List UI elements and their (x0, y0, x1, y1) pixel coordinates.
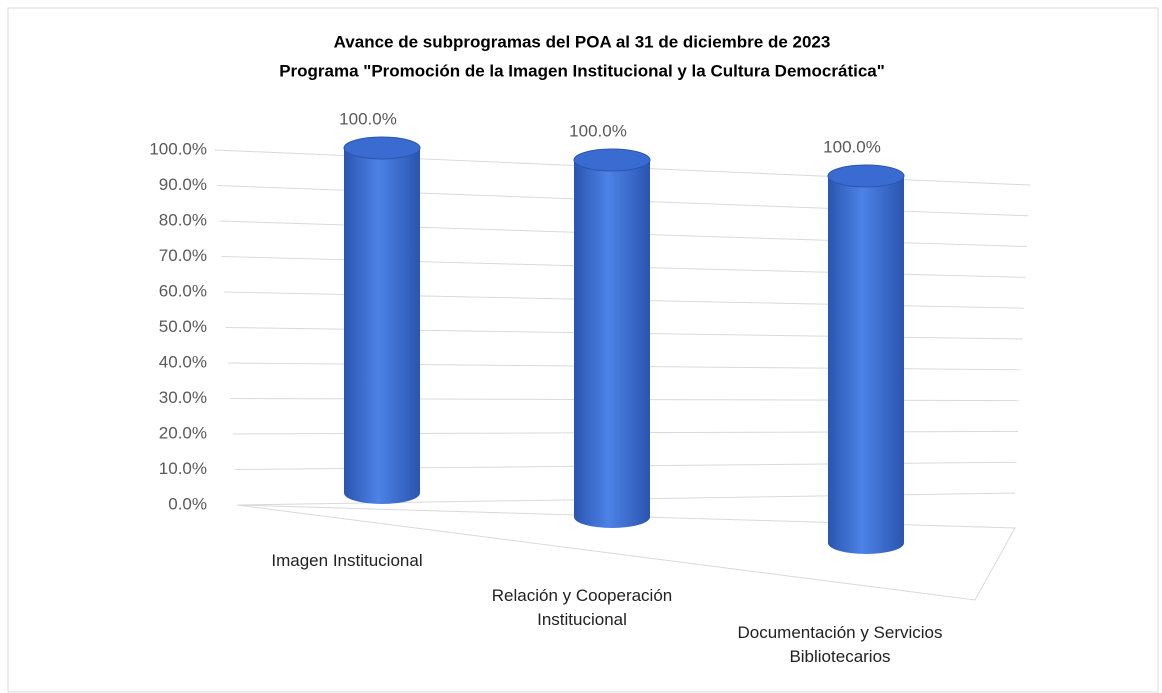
y-tick-label: 10.0% (159, 459, 207, 478)
cylinder-body (574, 160, 650, 528)
cylinder-top (827, 164, 905, 188)
x-tick-label: Documentación y Servicios Bibliotecarios (737, 623, 943, 666)
y-tick-label: 100.0% (149, 139, 207, 158)
cylinder (343, 136, 421, 504)
data-label: 100.0% (569, 121, 627, 140)
cylinder-body (828, 176, 904, 554)
y-tick-label: 30.0% (159, 388, 207, 407)
chart-title: Avance de subprogramas del POA al 31 de … (334, 32, 831, 51)
x-tick-label: Relación y Cooperación Institucional (491, 586, 673, 629)
cylinder-top (343, 136, 421, 160)
y-tick-label: 80.0% (159, 210, 207, 229)
y-tick-label: 50.0% (159, 317, 207, 336)
y-tick-label: 60.0% (159, 281, 207, 300)
data-label: 100.0% (339, 109, 397, 128)
data-label: 100.0% (823, 137, 881, 156)
cylinder (573, 148, 651, 528)
y-tick-label: 20.0% (159, 423, 207, 442)
y-tick-label: 70.0% (159, 246, 207, 265)
y-tick-label: 90.0% (159, 175, 207, 194)
cylinder (827, 164, 905, 554)
y-tick-label: 0.0% (168, 494, 207, 513)
cylinder-body (344, 148, 420, 504)
y-tick-label: 40.0% (159, 352, 207, 371)
cylinder-top (573, 148, 651, 172)
chart-subtitle: Programa "Promoción de la Imagen Institu… (279, 61, 885, 80)
x-tick-label: Imagen Institucional (271, 551, 423, 570)
chart-border (7, 7, 1159, 693)
